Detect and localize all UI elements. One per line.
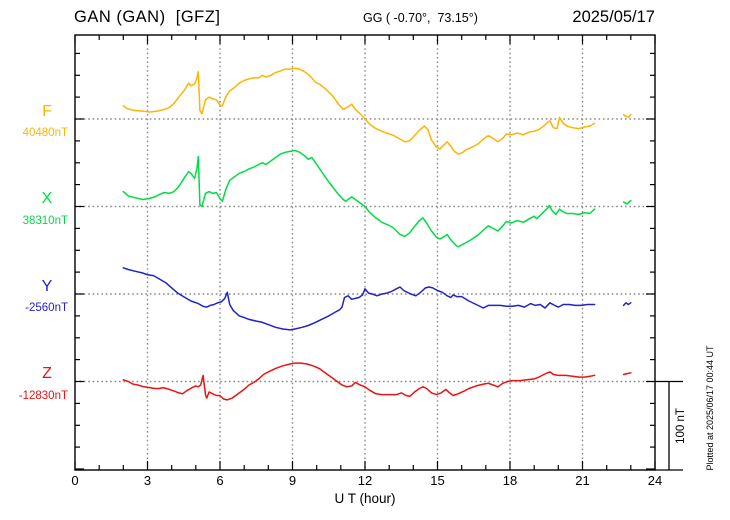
trace-label-f: F	[42, 103, 52, 120]
geographic-coords: GG ( -0.70°, 73.15°)	[363, 11, 478, 25]
trace-label-z: Z	[42, 365, 52, 382]
x-tick-label: 21	[575, 473, 590, 488]
trace-y-late-segment	[622, 302, 632, 307]
trace-z-late-segment	[622, 372, 632, 376]
station-title: GAN (GAN) [GFZ]	[74, 8, 221, 26]
plot-date: 2025/05/17	[572, 8, 655, 26]
trace-f	[122, 67, 596, 155]
trace-x	[122, 149, 596, 248]
trace-baseline-x: 38310nT	[22, 215, 68, 227]
trace-baseline-f: 40480nT	[22, 127, 68, 139]
x-tick-label: 18	[502, 473, 518, 488]
trace-baseline-z: -12830nT	[18, 390, 68, 402]
trace-label-x: X	[41, 190, 53, 207]
trace-f-late-segment	[622, 113, 632, 119]
trace-label-y: Y	[41, 278, 53, 295]
x-tick-label: 0	[71, 473, 79, 488]
x-tick-label: 24	[647, 473, 663, 488]
plotted-at-label: Plotted at 2025/06/17 00:44 UT	[705, 345, 715, 471]
x-tick-label: 3	[143, 473, 152, 488]
x-tick-label: 9	[288, 473, 297, 488]
x-tick-label: 12	[357, 473, 373, 488]
x-tick-label: 6	[216, 473, 224, 488]
trace-baseline-y: -2560nT	[25, 302, 68, 314]
trace-x-late-segment	[622, 199, 632, 205]
trace-y	[122, 267, 596, 331]
trace-z	[122, 362, 596, 401]
x-axis-title: U T (hour)	[334, 491, 396, 506]
scale-bar-label: 100 nT	[675, 408, 687, 444]
x-tick-label: 15	[430, 473, 445, 488]
